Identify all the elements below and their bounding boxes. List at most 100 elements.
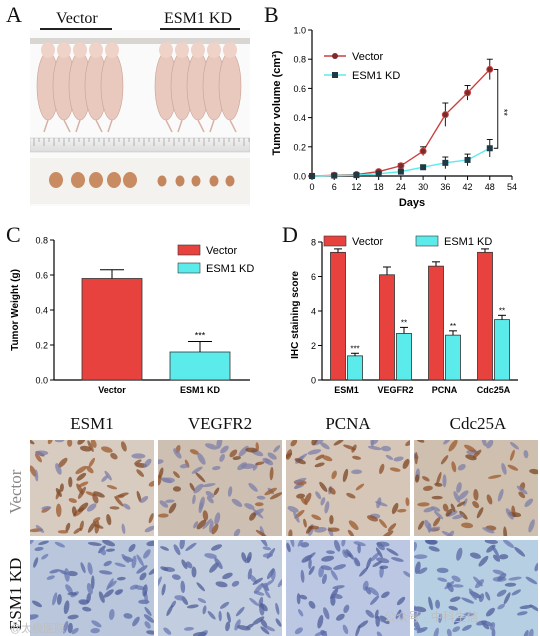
esm1kd-underline — [160, 28, 240, 30]
x-tick-label: 12 — [351, 182, 361, 192]
ihc-score-chart: 0 2 4 6 8 IHC staining score *** ESM1 ** VEGFR2 **… — [290, 235, 518, 395]
significance-label: ** — [401, 318, 407, 327]
ihc-tile-esm1kd-cdc25a — [414, 540, 538, 636]
legend-label: Vector — [206, 245, 238, 257]
y-tick-label: 4 — [311, 307, 316, 317]
ihc-tile-vector-esm1 — [30, 440, 154, 536]
panel-a-letter: A — [6, 2, 22, 27]
data-point — [419, 147, 427, 155]
y-tick-label: 2 — [311, 341, 316, 351]
y-tick-label: 0.0 — [293, 172, 306, 182]
y-tick-label: 0.8 — [35, 236, 48, 246]
legend-marker — [332, 72, 338, 78]
tumor — [191, 175, 201, 187]
mouse — [154, 42, 178, 133]
vector-underline — [40, 28, 112, 30]
category-label: PCNA — [432, 385, 458, 395]
y-tick-label: 0.8 — [293, 55, 306, 65]
significance-bracket — [493, 68, 499, 149]
y-axis-label: Tumor volume (cm³) — [271, 50, 283, 155]
bar — [347, 355, 363, 381]
ihc-col-vegfr2: VEGFR2 — [187, 414, 253, 433]
y-tick-label: 8 — [311, 238, 316, 248]
data-point — [441, 111, 449, 119]
data-point — [464, 156, 471, 163]
y-tick-label: 0.2 — [35, 341, 48, 351]
data-point — [331, 172, 338, 179]
mouse — [202, 42, 226, 133]
bar — [330, 251, 346, 381]
legend-label: ESM1 KD — [444, 236, 492, 248]
y-tick-label: 0.6 — [35, 271, 48, 281]
data-point — [442, 159, 449, 166]
legend-label: ESM1 KD — [206, 263, 254, 275]
y-tick-label: 0 — [311, 376, 316, 386]
legend-label: Vector — [352, 236, 384, 248]
tumor — [107, 172, 121, 188]
data-point — [397, 168, 404, 175]
ihc-tile-vector-cdc25a — [414, 440, 538, 536]
mouse — [170, 42, 194, 133]
bar — [445, 334, 461, 381]
x-tick-label: 0 — [309, 182, 314, 192]
ihc-row-vector: Vector — [6, 469, 25, 514]
tumor-volume-chart: 0.0 0.2 0.4 0.6 0.8 1.0 0 6 12 18 24 30 36 42 48 54 Days… — [271, 26, 517, 210]
significance-label: *** — [195, 331, 206, 341]
y-axis-label: Tumor Weight (g) — [10, 269, 21, 351]
ihc-tile-esm1kd-pcna — [286, 540, 410, 636]
mouse — [52, 42, 76, 133]
x-tick-label: 36 — [440, 182, 450, 192]
y-tick-label: 6 — [311, 272, 316, 282]
y-tick-label: 0.0 — [35, 376, 48, 386]
x-tick-label: 30 — [418, 182, 428, 192]
bar — [81, 278, 143, 381]
group-label-esm1kd: ESM1 KD — [164, 10, 233, 27]
x-tick-label: 6 — [332, 182, 337, 192]
legend-swatch — [177, 262, 201, 274]
significance-label: ** — [499, 306, 505, 315]
bar — [396, 333, 412, 381]
mice-photo — [30, 30, 250, 206]
ihc-tile-vector-vegfr2 — [158, 440, 282, 536]
x-tick-label: 42 — [463, 182, 473, 192]
data-point — [486, 65, 494, 73]
panel-c-letter: C — [6, 222, 21, 247]
significance-label: ** — [450, 322, 456, 331]
ihc-tile-esm1kd-esm1 — [30, 540, 154, 636]
mouse — [68, 42, 92, 133]
legend-swatch — [323, 235, 347, 247]
y-tick-label: 0.4 — [293, 113, 306, 123]
tumor — [71, 172, 85, 188]
legend-swatch — [177, 244, 201, 256]
data-point — [375, 170, 382, 177]
mice-photo-svg — [30, 30, 250, 206]
legend-marker — [332, 53, 338, 59]
watermark-left: @太极医陈 — [10, 623, 66, 635]
mouse — [36, 42, 60, 133]
bar — [428, 265, 444, 381]
watermark-right: 公众号 · 中科生信 — [384, 610, 479, 624]
tumor — [123, 172, 137, 188]
tumor — [209, 175, 219, 187]
category-label: Vector — [98, 385, 126, 395]
tumor — [49, 172, 63, 188]
significance-label: *** — [350, 344, 359, 353]
y-tick-label: 0.2 — [293, 142, 306, 152]
legend-swatch — [415, 235, 439, 247]
mouse — [100, 42, 124, 133]
category-label: VEGFR2 — [377, 385, 413, 395]
data-point — [464, 89, 472, 97]
x-tick-label: 24 — [396, 182, 406, 192]
category-label: Cdc25A — [477, 385, 511, 395]
y-tick-label: 0.4 — [35, 306, 48, 316]
panel-d-letter: D — [282, 222, 298, 247]
ihc-col-cdc25a: Cdc25A — [449, 414, 507, 433]
group-label-vector: Vector — [56, 10, 98, 27]
data-point — [353, 172, 360, 179]
bar — [379, 274, 395, 381]
ihc-tile-esm1kd-vegfr2 — [158, 540, 282, 636]
data-point — [309, 173, 315, 179]
tumor-weight-chart: 0.0 0.2 0.4 0.6 0.8 Tumor Weight (g) Vector ESM… — [10, 236, 254, 396]
data-point — [486, 145, 493, 152]
legend-label: Vector — [352, 51, 384, 63]
